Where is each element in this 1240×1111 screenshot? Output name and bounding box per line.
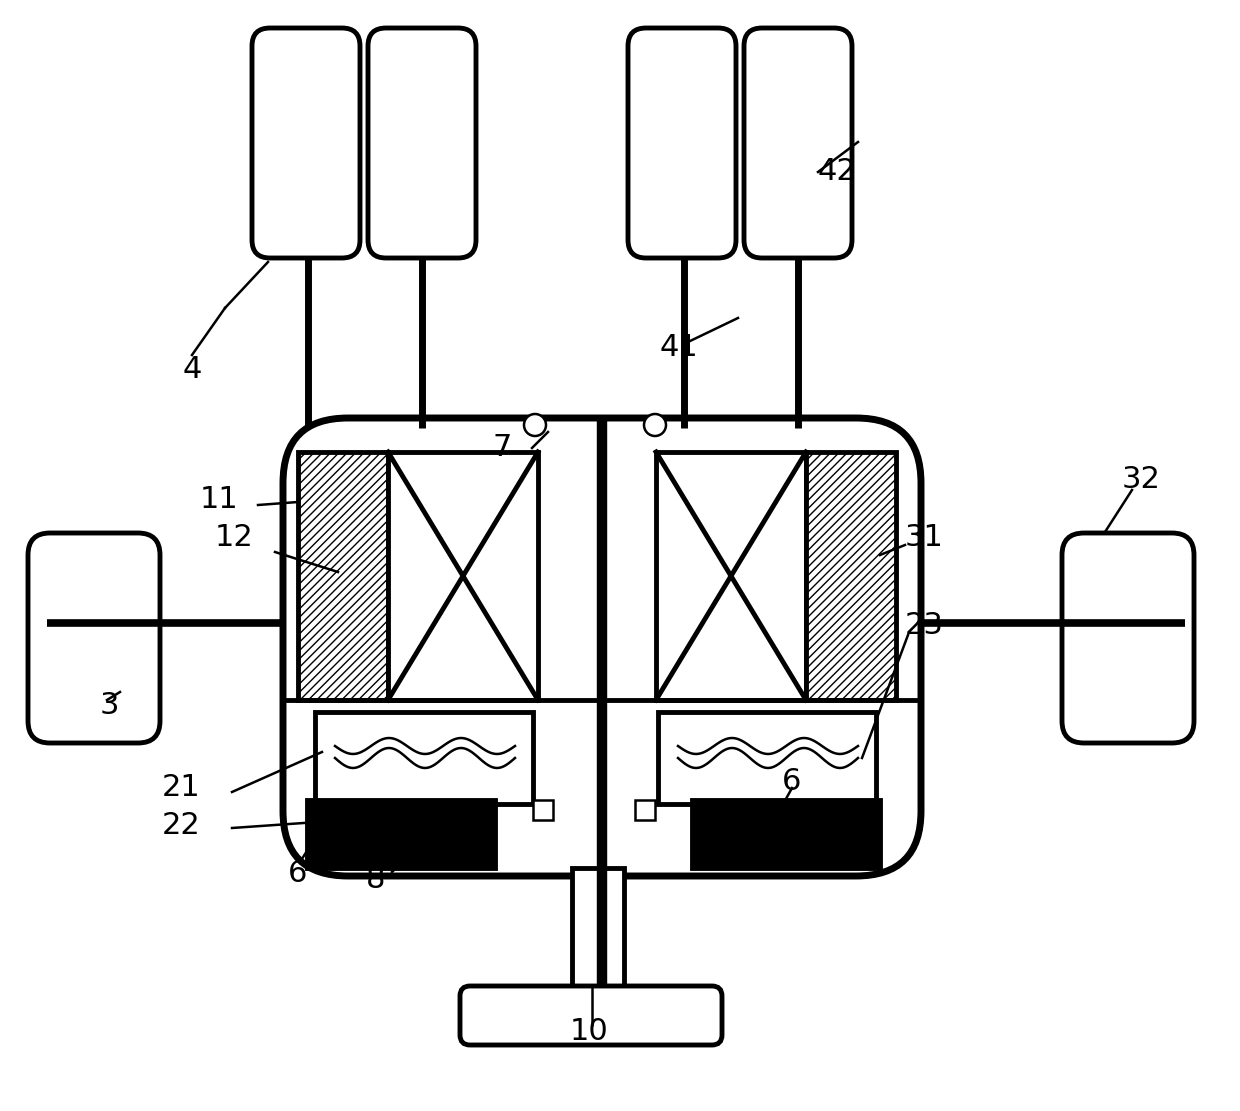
Bar — [572, 868, 624, 988]
Text: 32: 32 — [1122, 466, 1161, 494]
Text: 21: 21 — [162, 773, 201, 802]
Circle shape — [525, 414, 546, 436]
FancyBboxPatch shape — [368, 28, 476, 258]
Circle shape — [644, 414, 666, 436]
FancyBboxPatch shape — [460, 985, 722, 1045]
Bar — [388, 452, 538, 700]
Bar — [298, 452, 388, 700]
Text: 4: 4 — [184, 356, 202, 384]
FancyBboxPatch shape — [1061, 533, 1194, 743]
FancyBboxPatch shape — [627, 28, 737, 258]
Text: 7: 7 — [492, 433, 512, 462]
Text: 9: 9 — [802, 801, 821, 830]
Text: 23: 23 — [905, 611, 944, 640]
Text: 3: 3 — [100, 691, 119, 720]
Text: 31: 31 — [905, 523, 944, 552]
Bar — [308, 800, 495, 868]
FancyBboxPatch shape — [283, 418, 921, 875]
Bar — [658, 712, 875, 804]
FancyBboxPatch shape — [744, 28, 852, 258]
Bar — [806, 452, 897, 700]
Bar — [692, 800, 880, 868]
Bar — [315, 712, 533, 804]
Text: 6: 6 — [782, 768, 801, 797]
Text: 12: 12 — [215, 523, 254, 552]
FancyBboxPatch shape — [29, 533, 160, 743]
FancyBboxPatch shape — [252, 28, 360, 258]
Bar — [533, 800, 553, 820]
Text: 8: 8 — [366, 865, 386, 894]
Text: 6: 6 — [288, 859, 308, 888]
Text: 22: 22 — [162, 811, 201, 840]
Text: 42: 42 — [818, 158, 857, 187]
Bar — [656, 452, 806, 700]
Text: 10: 10 — [570, 1018, 609, 1047]
Bar — [635, 800, 655, 820]
Text: 41: 41 — [660, 333, 699, 362]
Text: 11: 11 — [200, 486, 239, 514]
